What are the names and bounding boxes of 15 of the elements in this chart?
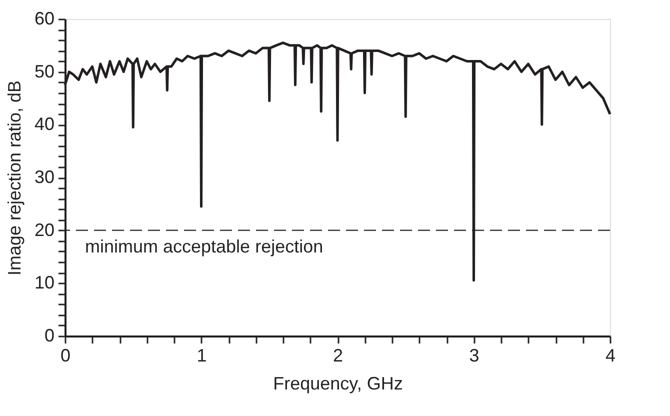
x-tick-label: 0 xyxy=(60,346,71,366)
y-tick-label: 20 xyxy=(34,220,54,240)
y-tick-label: 30 xyxy=(34,167,54,187)
x-tick-label: 3 xyxy=(469,346,480,366)
y-tick-label: 10 xyxy=(34,272,54,293)
x-tick-label: 2 xyxy=(332,346,344,366)
annotation: minimum acceptable rejection xyxy=(85,236,324,256)
x-tick-label: 1 xyxy=(196,346,207,366)
y-tick-label: 50 xyxy=(34,61,54,82)
y-tick-label: 0 xyxy=(44,326,54,346)
x-tick-label: 4 xyxy=(605,346,616,366)
y-tick-label: 60 xyxy=(34,8,54,28)
x-axis-title: Frequency, GHz xyxy=(273,374,403,394)
y-axis-title: Image rejection ratio, dB xyxy=(4,80,24,276)
y-tick-label: 40 xyxy=(34,114,54,134)
